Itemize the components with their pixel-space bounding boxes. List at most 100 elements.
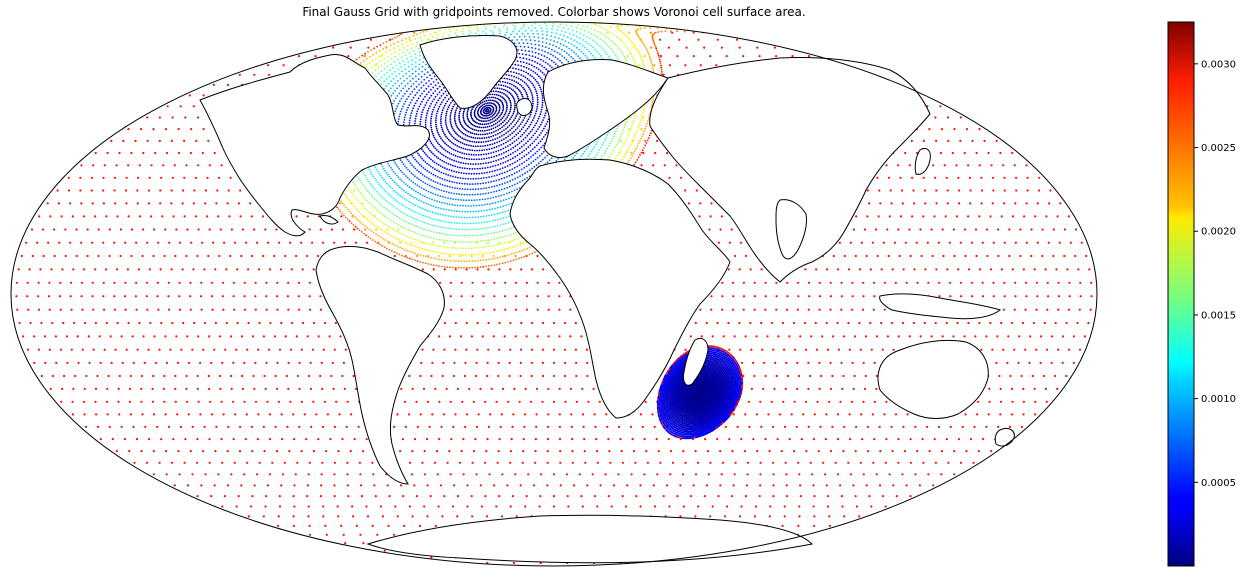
grid-point <box>15 295 18 298</box>
grid-point <box>475 154 478 156</box>
grid-point <box>969 189 972 192</box>
grid-point <box>435 125 438 128</box>
grid-point <box>497 361 500 364</box>
grid-point <box>862 361 865 364</box>
grid-point <box>781 321 785 325</box>
grid-point <box>487 122 490 125</box>
grid-point <box>541 65 543 67</box>
grid-point <box>450 438 453 441</box>
grid-point <box>1003 176 1006 179</box>
grid-point <box>532 154 535 157</box>
grid-point <box>558 335 561 338</box>
grid-point <box>173 484 176 487</box>
grid-point <box>435 114 438 117</box>
grid-point <box>172 438 175 441</box>
grid-point <box>517 77 520 80</box>
grid-point <box>897 228 900 231</box>
grid-point <box>405 156 408 159</box>
grid-point <box>423 175 426 178</box>
grid-point <box>146 116 149 119</box>
grid-point <box>463 127 466 130</box>
grid-point <box>449 295 452 298</box>
grid-point <box>1042 374 1045 378</box>
grid-point <box>168 308 171 311</box>
grid-point <box>507 130 509 133</box>
grid-point <box>524 387 527 390</box>
grid-point <box>426 515 429 518</box>
grid-point <box>728 241 732 244</box>
grid-point <box>902 425 905 428</box>
grid-point <box>186 335 189 338</box>
grid-point <box>222 413 225 416</box>
grid-point <box>197 400 200 403</box>
grid-point <box>461 167 464 169</box>
grid-point <box>527 473 530 476</box>
grid-point <box>323 400 326 403</box>
grid-point <box>485 176 488 179</box>
grid-point <box>471 132 474 135</box>
grid-point <box>60 215 63 218</box>
grid-point <box>859 348 862 351</box>
grid-point <box>396 413 399 416</box>
grid-point <box>534 152 537 155</box>
grid-point <box>843 515 846 518</box>
grid-point <box>530 374 533 378</box>
grid-point <box>485 515 489 518</box>
grid-point <box>276 361 279 364</box>
grid-point <box>945 321 948 325</box>
grid-point <box>513 183 516 186</box>
grid-point <box>102 295 105 298</box>
grid-point <box>879 202 882 205</box>
grid-point <box>113 189 116 192</box>
grid-point <box>534 88 537 91</box>
grid-point <box>178 308 182 311</box>
grid-point <box>563 56 566 59</box>
grid-point <box>431 160 434 162</box>
grid-point <box>307 505 310 508</box>
grid-point <box>956 321 959 325</box>
grid-point <box>418 178 420 181</box>
grid-point <box>434 387 437 390</box>
grid-point <box>456 187 459 190</box>
grid-point <box>82 215 85 218</box>
grid-point <box>499 91 502 94</box>
grid-point <box>412 107 415 110</box>
grid-point <box>441 177 444 180</box>
grid-point <box>797 281 800 284</box>
grid-point <box>506 176 508 178</box>
grid-point <box>452 154 455 156</box>
grid-point <box>461 152 463 154</box>
grid-point <box>447 106 450 109</box>
grid-point <box>399 110 402 113</box>
grid-point <box>189 308 192 311</box>
grid-point <box>524 172 526 175</box>
grid-point <box>116 321 119 325</box>
grid-point <box>59 308 62 311</box>
grid-point <box>490 387 493 390</box>
grid-point <box>200 295 203 298</box>
grid-point <box>488 148 491 151</box>
grid-point <box>536 156 539 159</box>
grid-point <box>448 335 452 338</box>
grid-point <box>1048 202 1051 205</box>
grid-point <box>509 110 511 113</box>
grid-point <box>245 241 248 244</box>
grid-point <box>298 361 301 364</box>
grid-point <box>574 321 577 325</box>
grid-point <box>842 450 845 453</box>
grid-point <box>342 361 345 364</box>
grid-point <box>440 126 443 129</box>
grid-point <box>254 361 257 364</box>
grid-point <box>1000 215 1003 218</box>
grid-point <box>425 116 427 119</box>
grid-point <box>448 191 450 194</box>
grid-point <box>442 92 445 95</box>
grid-point <box>496 117 499 120</box>
grid-point <box>40 321 43 325</box>
grid-point <box>326 413 329 416</box>
grid-point <box>498 87 501 90</box>
grid-point <box>419 95 422 97</box>
grid-point <box>151 400 154 403</box>
grid-point <box>504 308 507 311</box>
grid-point <box>429 191 432 194</box>
